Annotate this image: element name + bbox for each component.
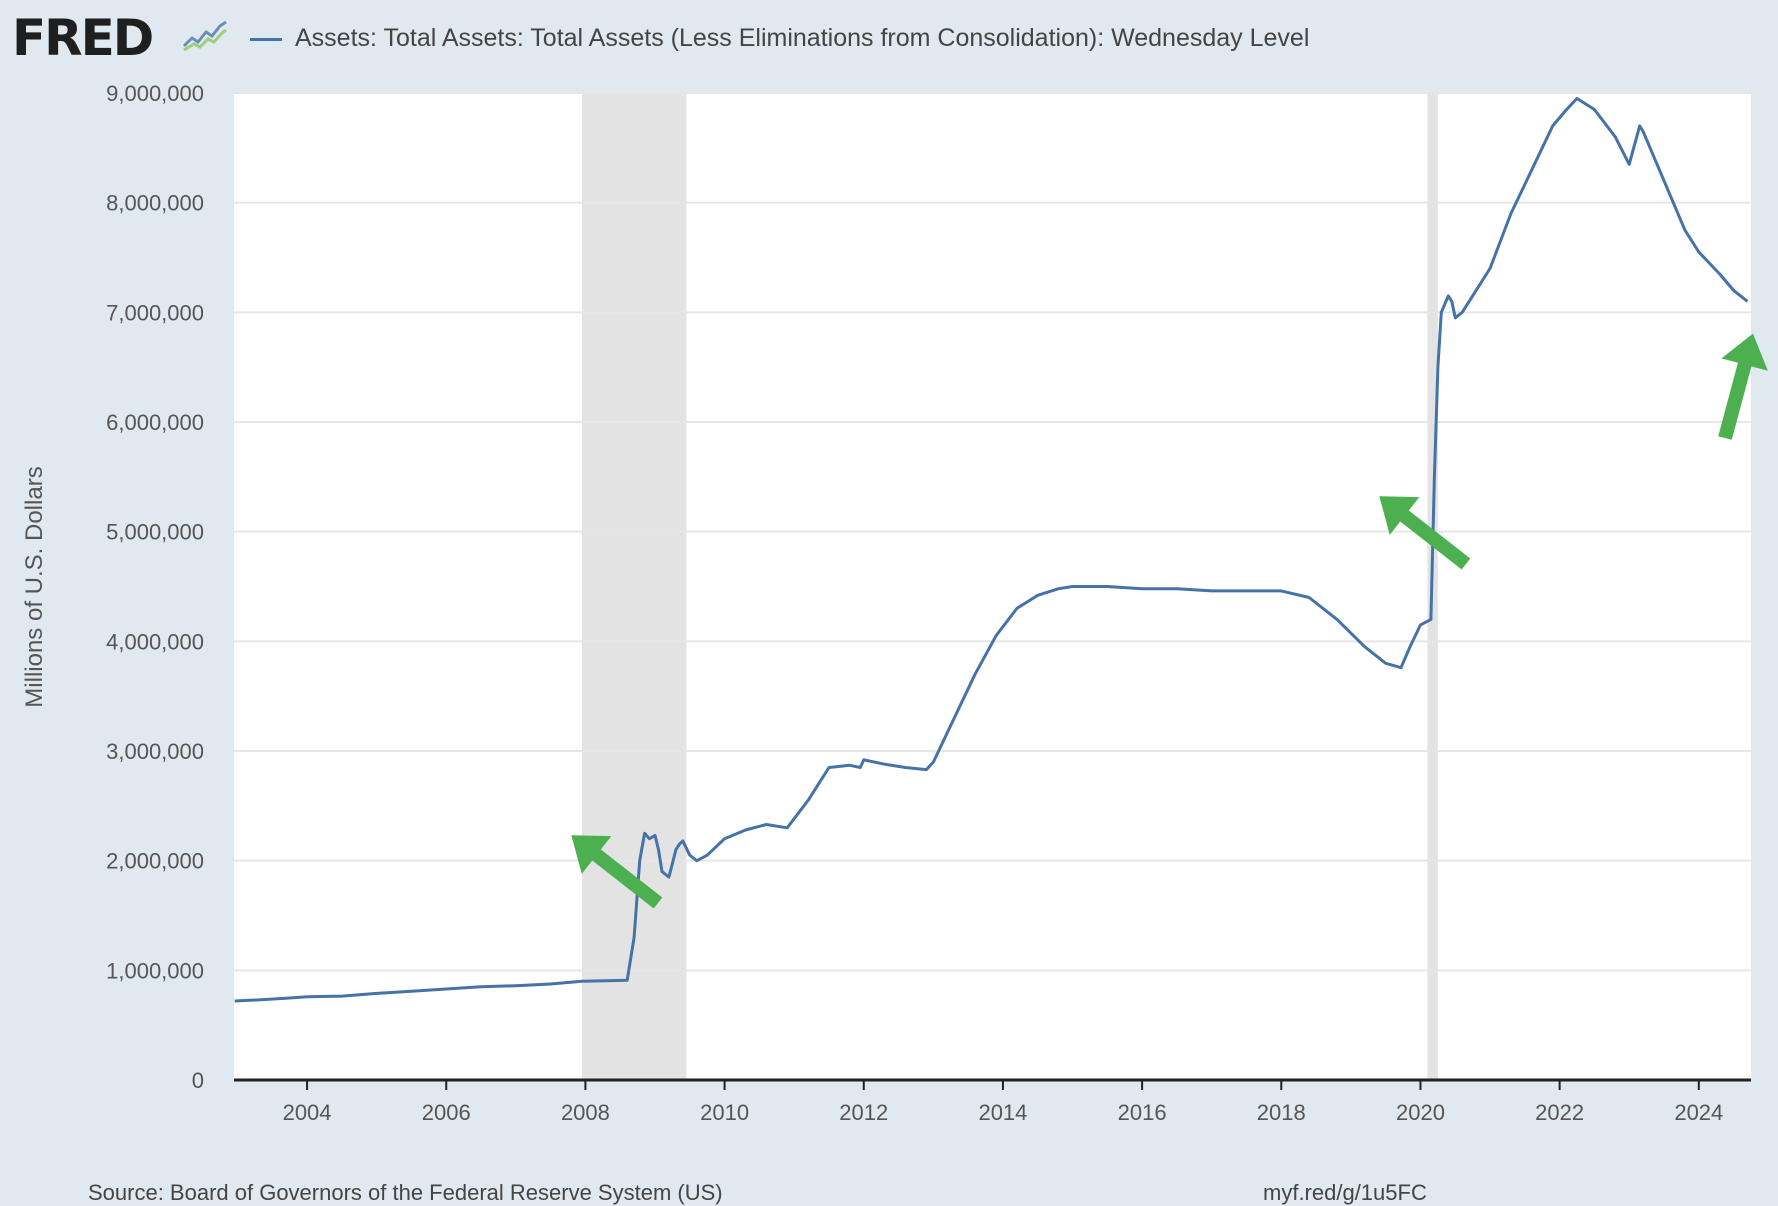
recession-band-0 xyxy=(581,93,687,1080)
arrow-2020 xyxy=(1379,496,1471,570)
y-tick-label: 9,000,000 xyxy=(106,81,204,106)
x-tick-label: 2024 xyxy=(1674,1100,1723,1125)
y-tick-label: 0 xyxy=(192,1068,204,1093)
chart-title: Assets: Total Assets: Total Assets (Less… xyxy=(295,24,1310,52)
series-line xyxy=(234,97,1749,1003)
x-tick-label: 2010 xyxy=(700,1100,749,1125)
y-axis-label: Millions of U.S. Dollars xyxy=(21,466,48,707)
x-axis: 2004 2006 2008 2010 2012 2014 2016 2018 2020 2022… xyxy=(283,1080,1723,1125)
footer-url[interactable]: myf.red/g/1u5FC xyxy=(1263,1180,1427,1205)
chart-header: FRED Assets: Total Assets: Total Assets … xyxy=(12,6,1772,66)
x-tick-label: 2014 xyxy=(978,1100,1027,1125)
footer-source: Source: Board of Governors of the Federa… xyxy=(88,1180,723,1205)
x-tick-label: 2006 xyxy=(422,1100,471,1125)
y-tick-label: 7,000,000 xyxy=(106,300,204,325)
y-tick-label: 6,000,000 xyxy=(106,410,204,435)
y-tick-label: 8,000,000 xyxy=(106,191,204,216)
x-tick-label: 2008 xyxy=(561,1100,610,1125)
x-tick-label: 2022 xyxy=(1535,1100,1584,1125)
legend-swatch xyxy=(250,38,282,41)
y-tick-label: 4,000,000 xyxy=(106,629,204,654)
x-tick-label: 2020 xyxy=(1396,1100,1445,1125)
y-tick-label: 3,000,000 xyxy=(106,739,204,764)
line-graph-icon xyxy=(182,20,227,52)
plot-background xyxy=(234,93,1751,1080)
arrow-2024 xyxy=(1718,333,1768,440)
x-tick-label: 2018 xyxy=(1257,1100,1306,1125)
fred-logo[interactable]: FRED xyxy=(12,9,154,67)
y-axis: 0 1,000,000 2,000,000 3,000,000 4,000,000 5,0… xyxy=(106,81,204,1093)
annotation-arrows xyxy=(571,333,1768,909)
x-tick-label: 2016 xyxy=(1118,1100,1167,1125)
y-tick-label: 2,000,000 xyxy=(106,849,204,874)
arrow-2008 xyxy=(571,835,663,909)
x-tick-label: 2004 xyxy=(283,1100,332,1125)
y-tick-label: 1,000,000 xyxy=(106,958,204,983)
x-tick-label: 2012 xyxy=(839,1100,888,1125)
gridlines xyxy=(234,92,1751,972)
y-tick-label: 5,000,000 xyxy=(106,520,204,545)
